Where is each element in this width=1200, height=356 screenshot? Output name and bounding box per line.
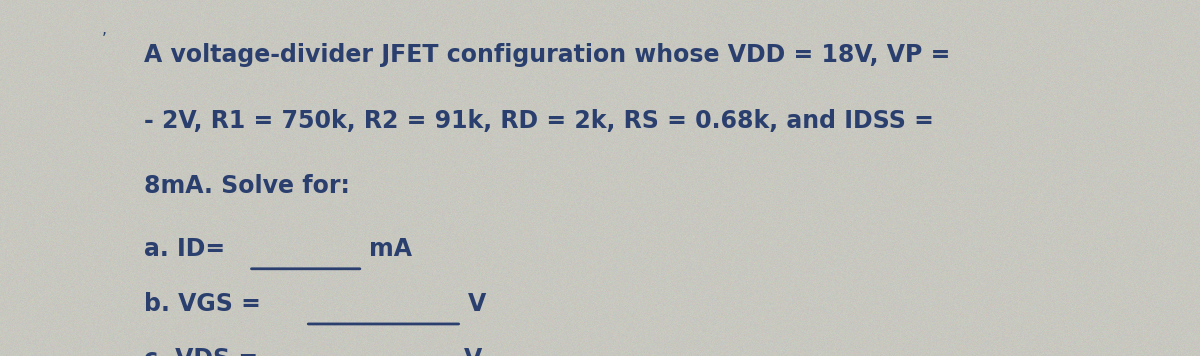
Text: A voltage-divider JFET configuration whose VDD = 18V, VP =: A voltage-divider JFET configuration who… [144, 43, 950, 67]
Text: mA: mA [368, 237, 412, 261]
Text: a. ID=: a. ID= [144, 237, 226, 261]
Text: V: V [468, 292, 486, 316]
Text: ʼ: ʼ [102, 32, 107, 47]
Text: V: V [464, 347, 482, 356]
Text: b. VGS =: b. VGS = [144, 292, 269, 316]
Text: 8mA. Solve for:: 8mA. Solve for: [144, 174, 350, 198]
Text: c. VDS =: c. VDS = [144, 347, 266, 356]
Text: - 2V, R1 = 750k, R2 = 91k, RD = 2k, RS = 0.68k, and IDSS =: - 2V, R1 = 750k, R2 = 91k, RD = 2k, RS =… [144, 109, 934, 132]
